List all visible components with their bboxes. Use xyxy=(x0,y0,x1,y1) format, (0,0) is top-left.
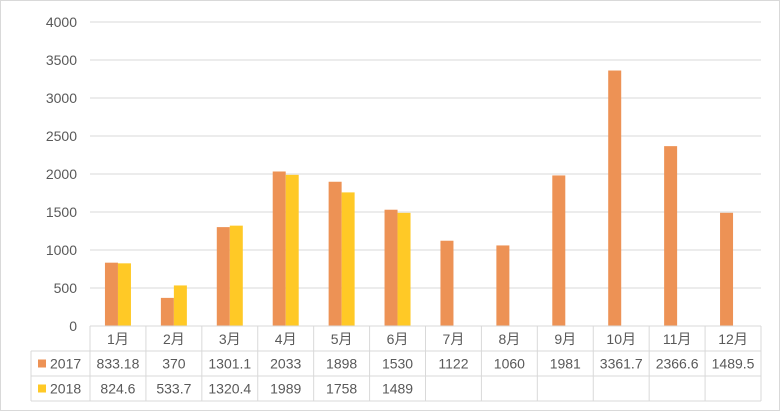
data-label: 2033 xyxy=(270,356,301,372)
x-category-label: 8月 xyxy=(498,331,520,347)
bar-2017-6 xyxy=(384,209,398,326)
bar-2018-4 xyxy=(285,174,299,326)
data-label: 1898 xyxy=(326,356,357,372)
data-label: 2366.6 xyxy=(656,356,699,372)
y-tick-label: 0 xyxy=(69,318,77,334)
x-category-label: 11月 xyxy=(663,331,692,347)
bar-2018-2 xyxy=(173,285,187,326)
x-category-label: 12月 xyxy=(718,331,748,347)
x-category-label: 2月 xyxy=(163,331,185,347)
data-label: 3361.7 xyxy=(600,356,643,372)
bar-2017-12 xyxy=(720,212,734,326)
data-label: 1122 xyxy=(438,356,468,372)
data-label: 1530 xyxy=(382,356,413,372)
bar-2017-5 xyxy=(328,181,342,326)
bar-2017-8 xyxy=(496,245,510,326)
bars xyxy=(104,70,734,326)
data-label: 1320.4 xyxy=(208,381,251,397)
data-label: 1758 xyxy=(326,381,357,397)
y-tick-label: 3500 xyxy=(46,52,77,68)
y-tick-label: 500 xyxy=(54,280,78,296)
legend-label: 2017 xyxy=(50,356,81,372)
y-tick-label: 1500 xyxy=(46,204,77,220)
x-category-label: 7月 xyxy=(443,331,465,347)
data-label: 1981 xyxy=(550,356,581,372)
legend-swatch-2018 xyxy=(38,384,46,393)
y-tick-label: 2000 xyxy=(46,166,77,182)
bar-2017-2 xyxy=(160,297,174,326)
bar-2018-5 xyxy=(341,192,355,326)
data-label: 370 xyxy=(162,356,186,372)
data-label: 533.7 xyxy=(156,381,191,397)
bar-2018-3 xyxy=(229,225,243,326)
data-table: 1月 2月 3月 4月 5月 6月 7月 8月 9月 10月 11月 12月 2017 833.18 370… xyxy=(30,325,762,402)
bar-2017-9 xyxy=(552,175,566,326)
y-tick-label: 4000 xyxy=(46,14,77,30)
x-category-label: 5月 xyxy=(331,331,353,347)
data-label: 1989 xyxy=(270,381,301,397)
y-axis: 0 500 1000 1500 2000 2500 3000 3500 4000 xyxy=(46,14,77,334)
y-tick-label: 1000 xyxy=(46,242,77,258)
bar-2018-6 xyxy=(397,212,411,326)
y-tick-label: 3000 xyxy=(46,90,77,106)
bar-2017-3 xyxy=(216,227,230,326)
bar-2017-7 xyxy=(440,240,454,326)
x-category-label: 10月 xyxy=(606,331,636,347)
x-category-label: 6月 xyxy=(387,331,409,347)
y-tick-label: 2500 xyxy=(46,128,77,144)
bar-2017-10 xyxy=(608,70,622,326)
data-label: 1489.5 xyxy=(712,356,755,372)
gridlines xyxy=(90,21,761,289)
bar-2017-4 xyxy=(272,171,286,326)
x-category-label: 4月 xyxy=(275,331,297,347)
bar-2018-1 xyxy=(117,263,131,326)
x-category-label: 9月 xyxy=(554,331,576,347)
data-label: 1301.1 xyxy=(208,356,251,372)
legend-label: 2018 xyxy=(50,381,81,397)
x-category-label: 3月 xyxy=(219,331,241,347)
data-label: 1489 xyxy=(382,381,413,397)
data-label: 1060 xyxy=(494,356,525,372)
data-label: 824.6 xyxy=(100,381,135,397)
data-label: 833.18 xyxy=(97,356,140,372)
x-category-label: 1月 xyxy=(107,331,129,347)
bar-2017-11 xyxy=(664,146,678,326)
bar-2017-1 xyxy=(104,262,118,326)
legend-swatch-2017 xyxy=(38,359,46,368)
